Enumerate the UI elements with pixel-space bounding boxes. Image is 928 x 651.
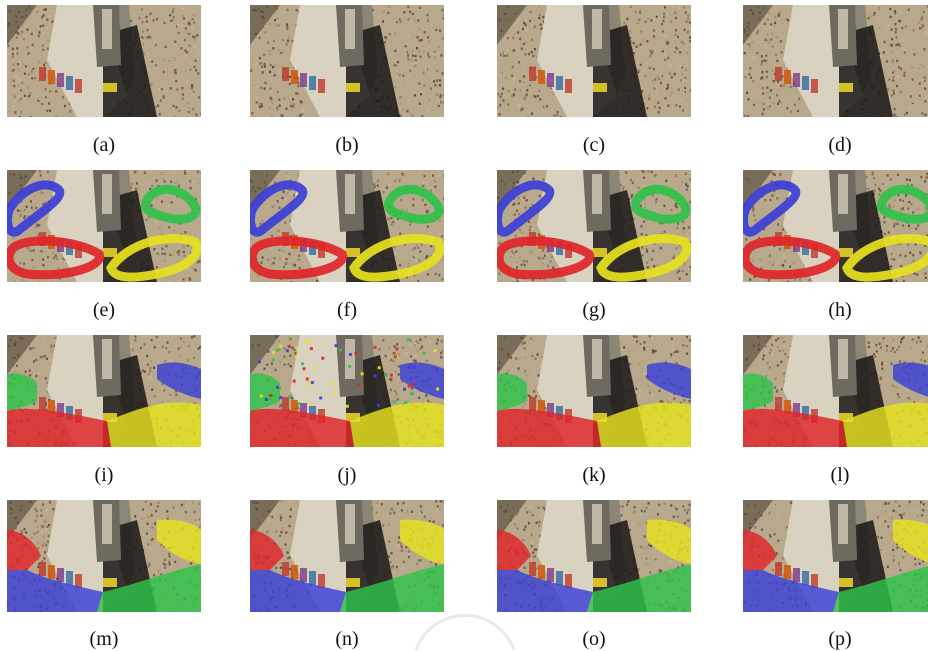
figure-panel-image xyxy=(497,500,691,612)
figure-panel-image xyxy=(250,5,444,117)
crowd-scene-image xyxy=(497,170,691,282)
panel-caption: (a) xyxy=(92,134,116,156)
figure-panel-image xyxy=(250,335,444,447)
figure-panel-image xyxy=(250,500,444,612)
figure-panel-image xyxy=(7,335,201,447)
panel-caption: (c) xyxy=(582,134,606,156)
figure-panel-image xyxy=(7,170,201,282)
panel-caption: (g) xyxy=(582,299,606,321)
panel-caption: (f) xyxy=(337,299,357,321)
crowd-scene-image xyxy=(7,170,201,282)
panel-caption: (l) xyxy=(830,464,850,486)
figure-panel-image xyxy=(743,500,928,612)
figure-panel-image xyxy=(743,5,928,117)
panel-caption: (m) xyxy=(89,628,119,650)
figure-panel-image xyxy=(743,170,928,282)
panel-caption: (h) xyxy=(828,299,852,321)
figure-panel-image xyxy=(497,5,691,117)
panel-caption: (p) xyxy=(828,628,852,650)
figure-panel-image xyxy=(7,500,201,612)
crowd-scene-image xyxy=(250,500,444,612)
watermark-arc xyxy=(414,613,516,651)
crowd-scene-image xyxy=(743,500,928,612)
crowd-scene-image xyxy=(743,5,928,117)
panel-caption: (d) xyxy=(828,134,852,156)
panel-caption: (o) xyxy=(582,628,606,650)
figure-panel-image xyxy=(497,170,691,282)
crowd-scene-image xyxy=(7,5,201,117)
panel-caption: (n) xyxy=(335,628,359,650)
figure-panel-image xyxy=(250,170,444,282)
panel-caption: (e) xyxy=(92,299,116,321)
figure-panel-image xyxy=(7,5,201,117)
crowd-scene-image xyxy=(743,335,928,447)
crowd-scene-image xyxy=(250,170,444,282)
panel-caption: (k) xyxy=(582,464,606,486)
panel-caption: (i) xyxy=(94,464,114,486)
crowd-scene-image xyxy=(497,335,691,447)
crowd-scene-image xyxy=(250,335,444,447)
crowd-scene-image xyxy=(497,5,691,117)
crowd-scene-image xyxy=(250,5,444,117)
crowd-scene-image xyxy=(7,335,201,447)
panel-caption: (j) xyxy=(337,464,357,486)
crowd-scene-image xyxy=(497,500,691,612)
crowd-scene-image xyxy=(7,500,201,612)
crowd-scene-image xyxy=(743,170,928,282)
figure-panel-image xyxy=(743,335,928,447)
panel-caption: (b) xyxy=(335,134,359,156)
figure-panel-image xyxy=(497,335,691,447)
